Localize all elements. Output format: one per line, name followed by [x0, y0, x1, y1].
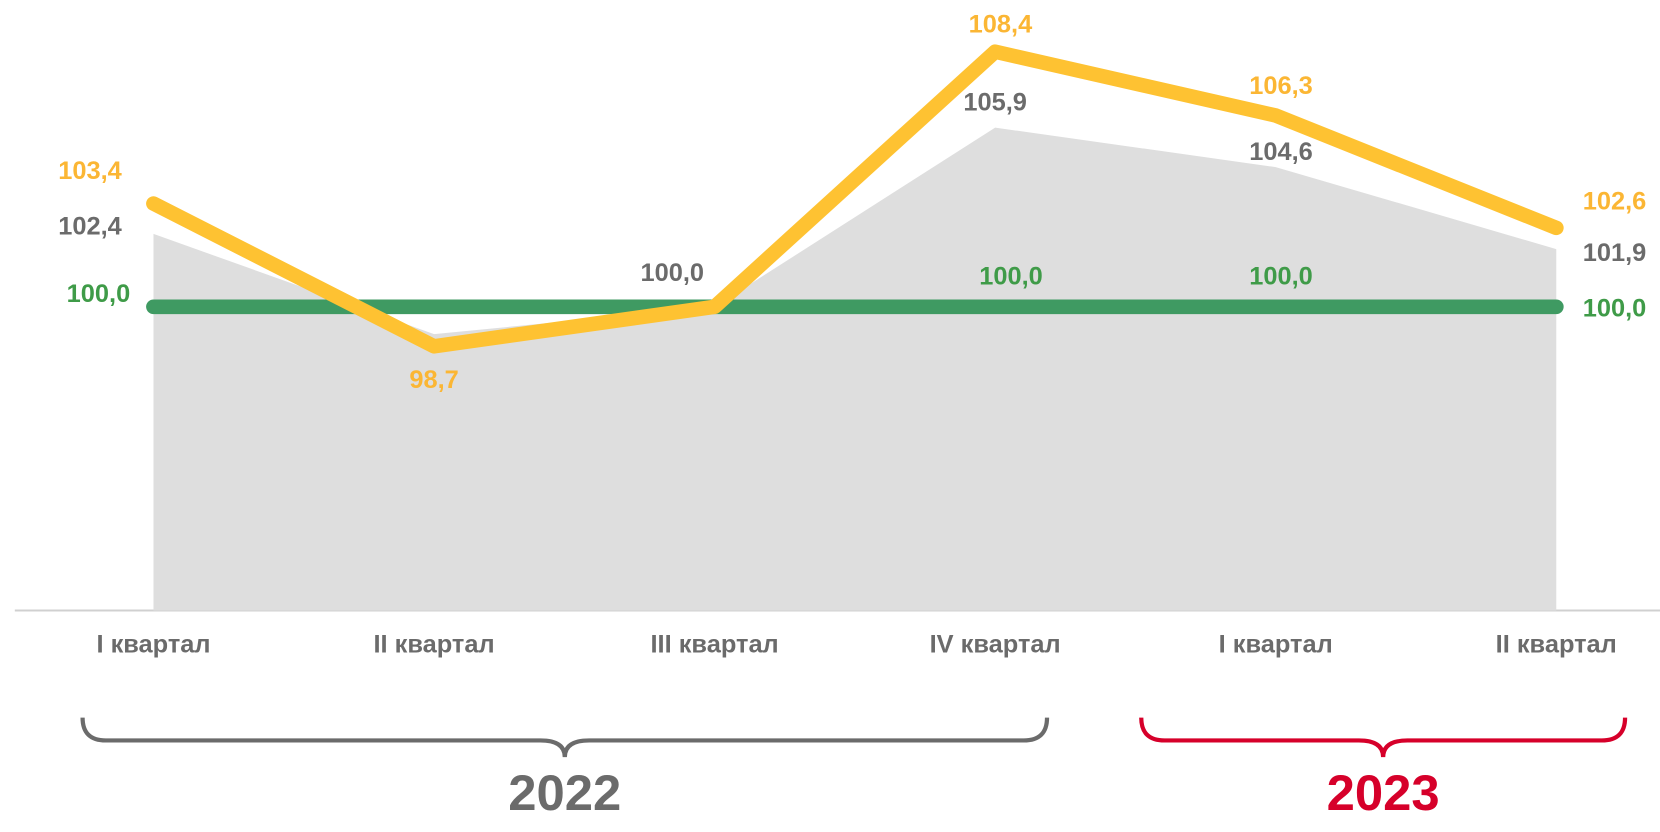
data-label: 100,0 [979, 262, 1043, 290]
data-label: 108,4 [969, 11, 1033, 39]
x-tick-label: II квартал [1496, 631, 1617, 659]
x-tick-label: II квартал [373, 631, 494, 659]
data-label: 100,0 [1583, 295, 1647, 323]
data-label: 101,9 [1583, 239, 1647, 267]
x-tick-label: IV квартал [930, 631, 1061, 659]
data-label: 106,3 [1249, 72, 1313, 100]
group-label: 2022 [508, 764, 621, 820]
data-label: 98,7 [409, 366, 458, 394]
group-label: 2023 [1327, 764, 1440, 820]
data-label: 100,0 [640, 259, 704, 287]
group-brace [1139, 717, 1628, 758]
group-brace [80, 717, 1050, 758]
data-label: 105,9 [963, 89, 1027, 117]
x-tick-label: I квартал [96, 631, 210, 659]
data-label: 102,4 [58, 212, 122, 240]
data-label: 103,4 [58, 157, 122, 185]
data-label: 100,0 [67, 280, 131, 308]
data-label: 102,6 [1583, 188, 1647, 216]
x-tick-label: I квартал [1219, 631, 1333, 659]
data-label: 100,0 [1249, 262, 1313, 290]
area [153, 127, 1557, 611]
data-label: 104,6 [1249, 138, 1313, 166]
line [146, 44, 1564, 354]
x-tick-label: III квартал [651, 631, 779, 659]
